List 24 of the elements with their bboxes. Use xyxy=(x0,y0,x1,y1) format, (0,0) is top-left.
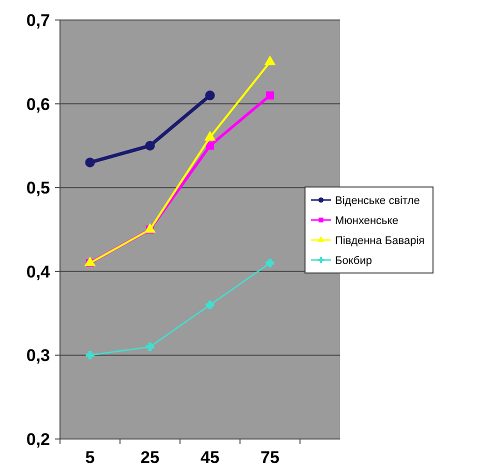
legend-label: Мюнхенське xyxy=(335,214,398,227)
y-tick-label: 0,3 xyxy=(26,346,50,366)
legend-label: Віденське світле xyxy=(335,194,420,207)
point xyxy=(266,91,274,100)
point xyxy=(206,142,214,150)
point xyxy=(206,300,214,310)
y-tick-label: 0,5 xyxy=(26,178,50,198)
x-tick-label: 45 xyxy=(200,448,220,467)
point xyxy=(205,90,215,100)
y-tick-label: 0,6 xyxy=(26,94,50,114)
x-tick-label: 25 xyxy=(140,448,160,467)
point xyxy=(86,351,94,360)
x-tick-label: 5 xyxy=(85,448,95,467)
point xyxy=(264,56,276,66)
legend-label: Бокбир xyxy=(335,254,372,267)
legend-label: Південна Баварія xyxy=(335,234,425,247)
y-tick-label: 0,2 xyxy=(26,430,50,449)
point xyxy=(146,342,154,351)
point xyxy=(85,158,95,168)
point xyxy=(145,140,155,151)
y-tick-label: 0,7 xyxy=(26,10,50,30)
x-tick-label: 75 xyxy=(260,448,280,467)
y-tick-label: 0,4 xyxy=(26,262,51,282)
point xyxy=(204,131,216,141)
